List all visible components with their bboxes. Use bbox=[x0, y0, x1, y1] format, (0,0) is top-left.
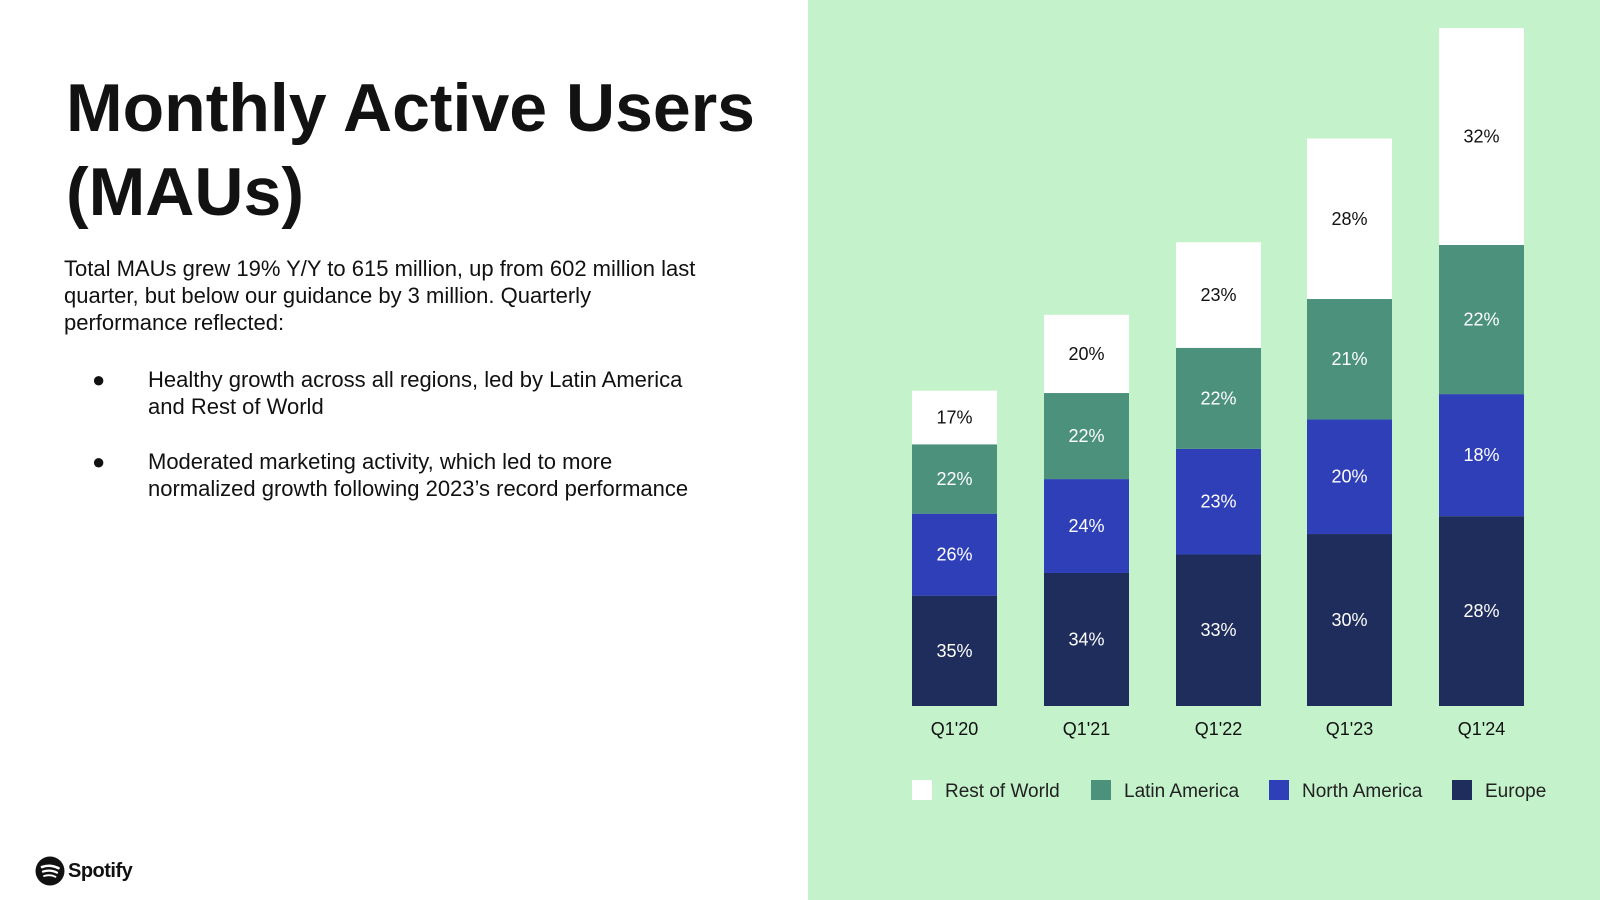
legend-label: Rest of World bbox=[945, 781, 1060, 802]
logo-wordmark: Spotify bbox=[68, 859, 133, 882]
legend-label: Europe bbox=[1485, 781, 1546, 802]
bullet-dot: ● bbox=[92, 449, 106, 474]
bar-segment bbox=[1307, 419, 1392, 535]
data-label: 34% bbox=[1068, 629, 1104, 649]
bar-segment bbox=[1439, 394, 1524, 517]
data-label: 20% bbox=[1068, 344, 1104, 364]
bar-segment bbox=[1439, 516, 1524, 706]
bar-segment bbox=[1176, 554, 1261, 706]
bar-segment bbox=[1044, 572, 1129, 706]
legend-label: North America bbox=[1302, 781, 1423, 802]
spotify-icon bbox=[35, 856, 65, 886]
bar-segment bbox=[1307, 138, 1392, 300]
data-label: 22% bbox=[1068, 426, 1104, 446]
data-label: 23% bbox=[1200, 492, 1236, 512]
bar-segment bbox=[912, 390, 997, 445]
legend-swatch bbox=[1091, 780, 1111, 800]
data-label: 22% bbox=[936, 469, 972, 489]
intro-paragraph: Total MAUs grew 19% Y/Y to 615 million, … bbox=[64, 256, 696, 335]
data-label: 35% bbox=[936, 641, 972, 661]
bullet-item: ● Healthy growth across all regions, led… bbox=[92, 366, 692, 420]
bar-segment bbox=[1044, 393, 1129, 480]
data-label: 22% bbox=[1200, 388, 1236, 408]
data-label: 30% bbox=[1331, 610, 1367, 630]
data-label: 28% bbox=[1463, 601, 1499, 621]
data-label: 26% bbox=[936, 545, 972, 565]
bar-segment bbox=[1439, 244, 1524, 395]
legend-swatch bbox=[1269, 780, 1289, 800]
data-label: 32% bbox=[1463, 126, 1499, 146]
legend-swatch bbox=[1452, 780, 1472, 800]
data-label: 20% bbox=[1331, 467, 1367, 487]
bar-segment bbox=[1044, 314, 1129, 394]
bar-segment bbox=[1176, 347, 1261, 449]
x-tick-label: Q1'20 bbox=[931, 719, 978, 739]
data-label: 23% bbox=[1200, 285, 1236, 305]
data-label: 17% bbox=[936, 408, 972, 428]
data-label: 24% bbox=[1068, 516, 1104, 536]
stacked-bar-chart: 35% 26% 22% 17% Q1'20 34% 24% 22% 20% Q1'21 33% 23%… bbox=[912, 28, 1546, 802]
legend-label: Latin America bbox=[1124, 781, 1240, 802]
bar-segment bbox=[912, 444, 997, 514]
data-label: 22% bbox=[1463, 310, 1499, 330]
bar-segment bbox=[1176, 242, 1261, 348]
data-label: 18% bbox=[1463, 445, 1499, 465]
x-tick-label: Q1'22 bbox=[1195, 719, 1242, 739]
bullet-dot: ● bbox=[92, 367, 106, 392]
bullet-text: Moderated marketing activity, which led … bbox=[148, 449, 689, 501]
bar-segment bbox=[1307, 534, 1392, 706]
bullet-item: ● Moderated marketing activity, which le… bbox=[92, 448, 692, 502]
bar-segment bbox=[1176, 448, 1261, 555]
data-label: 33% bbox=[1200, 620, 1236, 640]
bar-segment bbox=[912, 595, 997, 706]
bar-segment bbox=[912, 513, 997, 596]
legend-swatch bbox=[912, 780, 932, 800]
bar-segment bbox=[1439, 28, 1524, 245]
data-label: 21% bbox=[1331, 349, 1367, 369]
x-tick-label: Q1'21 bbox=[1063, 719, 1110, 739]
text-panel: Monthly Active Users (MAUs) Total MAUs g… bbox=[35, 70, 755, 886]
bar-segment bbox=[1307, 299, 1392, 420]
data-label: 28% bbox=[1331, 209, 1367, 229]
bullet-text: Healthy growth across all regions, led b… bbox=[148, 367, 683, 419]
x-tick-label: Q1'23 bbox=[1326, 719, 1373, 739]
x-tick-label: Q1'24 bbox=[1458, 719, 1505, 739]
bar-segment bbox=[1044, 479, 1129, 573]
spotify-logo: Spotify bbox=[35, 856, 133, 886]
bullet-list: ● Healthy growth across all regions, led… bbox=[92, 366, 692, 530]
page-title: Monthly Active Users (MAUs) bbox=[66, 70, 755, 230]
